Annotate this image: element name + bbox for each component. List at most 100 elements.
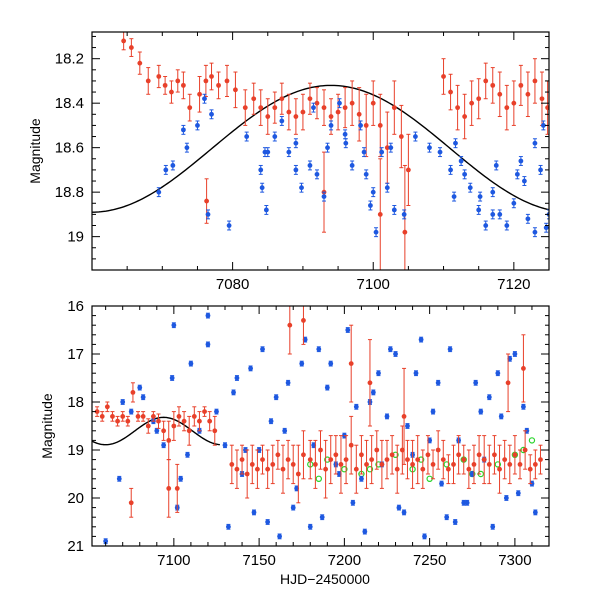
top-red-point <box>224 78 230 84</box>
bottom-blue-point <box>350 500 356 506</box>
bottom-red-point <box>161 428 167 434</box>
bottom-blue-point <box>430 409 436 414</box>
bottom-blue-point <box>120 399 126 405</box>
bottom-model-curve <box>92 416 220 446</box>
bottom-red-point <box>94 409 100 414</box>
top-blue-point <box>391 207 397 213</box>
bottom-blue-point <box>154 428 160 434</box>
top-blue-point <box>259 185 265 191</box>
top-blue-point <box>384 185 390 191</box>
bottom-red-point <box>275 452 281 458</box>
bottom-red-point <box>186 428 192 434</box>
bottom-blue-point <box>521 404 526 410</box>
bottom-red-point <box>405 457 410 462</box>
top-blue-point <box>511 200 517 206</box>
top-red-point <box>363 123 369 128</box>
bottom-blue-point <box>290 505 296 510</box>
bottom-red-point <box>505 380 511 386</box>
bottom-green-point <box>494 461 502 468</box>
bottom-red-point <box>171 423 177 429</box>
top-blue-point <box>497 211 503 217</box>
bottom-blue-point <box>294 486 300 491</box>
top-y-axis-title: Magnitude <box>27 118 43 184</box>
bottom-red-point <box>430 462 436 467</box>
bottom-blue-point <box>495 370 501 376</box>
top-blue-point <box>307 163 313 168</box>
bottom-blue-point <box>469 471 475 477</box>
top-blue-point <box>462 171 468 177</box>
top-series-blue <box>156 93 549 238</box>
top-blue-point <box>343 140 349 146</box>
top-blue-point <box>373 229 379 235</box>
top-blue-point <box>184 145 190 151</box>
bottom-red-point <box>401 414 407 419</box>
top-red-point <box>286 109 292 115</box>
top-blue-point <box>458 158 464 164</box>
top-red-point <box>242 105 248 111</box>
top-red-point <box>307 96 313 102</box>
top-blue-point <box>262 149 268 155</box>
bottom-red-point <box>394 466 400 472</box>
bottom-red-point <box>522 447 528 453</box>
bottom-red-point <box>497 466 502 472</box>
bottom-red-point <box>440 457 446 462</box>
bottom-red-point <box>207 418 213 424</box>
top-blue-point <box>490 211 496 217</box>
bottom-blue-point <box>507 356 513 362</box>
top-blue-point <box>467 185 473 191</box>
top-blue-point <box>514 171 520 177</box>
top-red-point <box>187 105 193 111</box>
bottom-blue-point <box>478 409 484 414</box>
bottom-x-axis-title: HJD−2450000 <box>280 571 370 587</box>
top-blue-point <box>437 149 443 155</box>
top-blue-point <box>483 223 489 228</box>
bottom-x-tick-label: 7250 <box>413 552 446 569</box>
bottom-blue-point <box>376 370 381 376</box>
bottom-red-point <box>367 380 373 386</box>
bottom-red-point <box>435 447 441 453</box>
top-blue-point <box>293 167 299 173</box>
bottom-blue-point <box>532 510 538 515</box>
top-blue-point <box>532 229 538 235</box>
bottom-blue-point <box>515 490 521 496</box>
bottom-blue-point <box>384 414 390 419</box>
bottom-blue-point <box>396 505 402 510</box>
top-blue-point <box>540 123 546 128</box>
bottom-blue-point <box>282 428 288 434</box>
top-blue-point <box>209 111 214 117</box>
top-blue-point <box>379 149 385 155</box>
bottom-red-point <box>353 466 359 472</box>
top-blue-point <box>370 189 376 195</box>
top-red-point <box>525 91 531 97</box>
bottom-red-point <box>348 442 354 448</box>
top-red-point <box>490 82 496 88</box>
top-y-tick-label: 18.4 <box>55 95 84 112</box>
bottom-red-point <box>270 462 276 467</box>
top-blue-point <box>427 145 432 151</box>
bottom-green-point <box>366 466 374 473</box>
bottom-blue-point <box>336 471 342 477</box>
top-series-red <box>121 32 549 270</box>
bottom-blue-point <box>405 423 410 429</box>
top-red-point <box>342 105 348 111</box>
bottom-blue-point <box>311 442 317 448</box>
bottom-blue-point <box>161 442 167 448</box>
top-blue-point <box>358 123 363 128</box>
bottom-blue-point <box>251 510 257 515</box>
bottom-y-tick-label: 20 <box>67 490 84 507</box>
bottom-blue-point <box>231 390 236 395</box>
top-y-tick-label: 18.6 <box>55 140 84 157</box>
top-blue-point <box>490 189 496 195</box>
top-plot-frame <box>91 31 550 271</box>
bottom-red-point <box>301 318 306 323</box>
bottom-blue-point <box>169 375 175 381</box>
bottom-blue-point <box>452 519 458 525</box>
top-red-point <box>483 78 489 84</box>
bottom-blue-point <box>260 346 265 352</box>
bottom-red-point <box>338 462 344 467</box>
bottom-plot-area <box>92 306 543 545</box>
bottom-red-point <box>202 409 207 414</box>
bottom-blue-point <box>185 452 190 458</box>
bottom-blue-point <box>435 380 441 386</box>
top-blue-point <box>279 118 285 124</box>
